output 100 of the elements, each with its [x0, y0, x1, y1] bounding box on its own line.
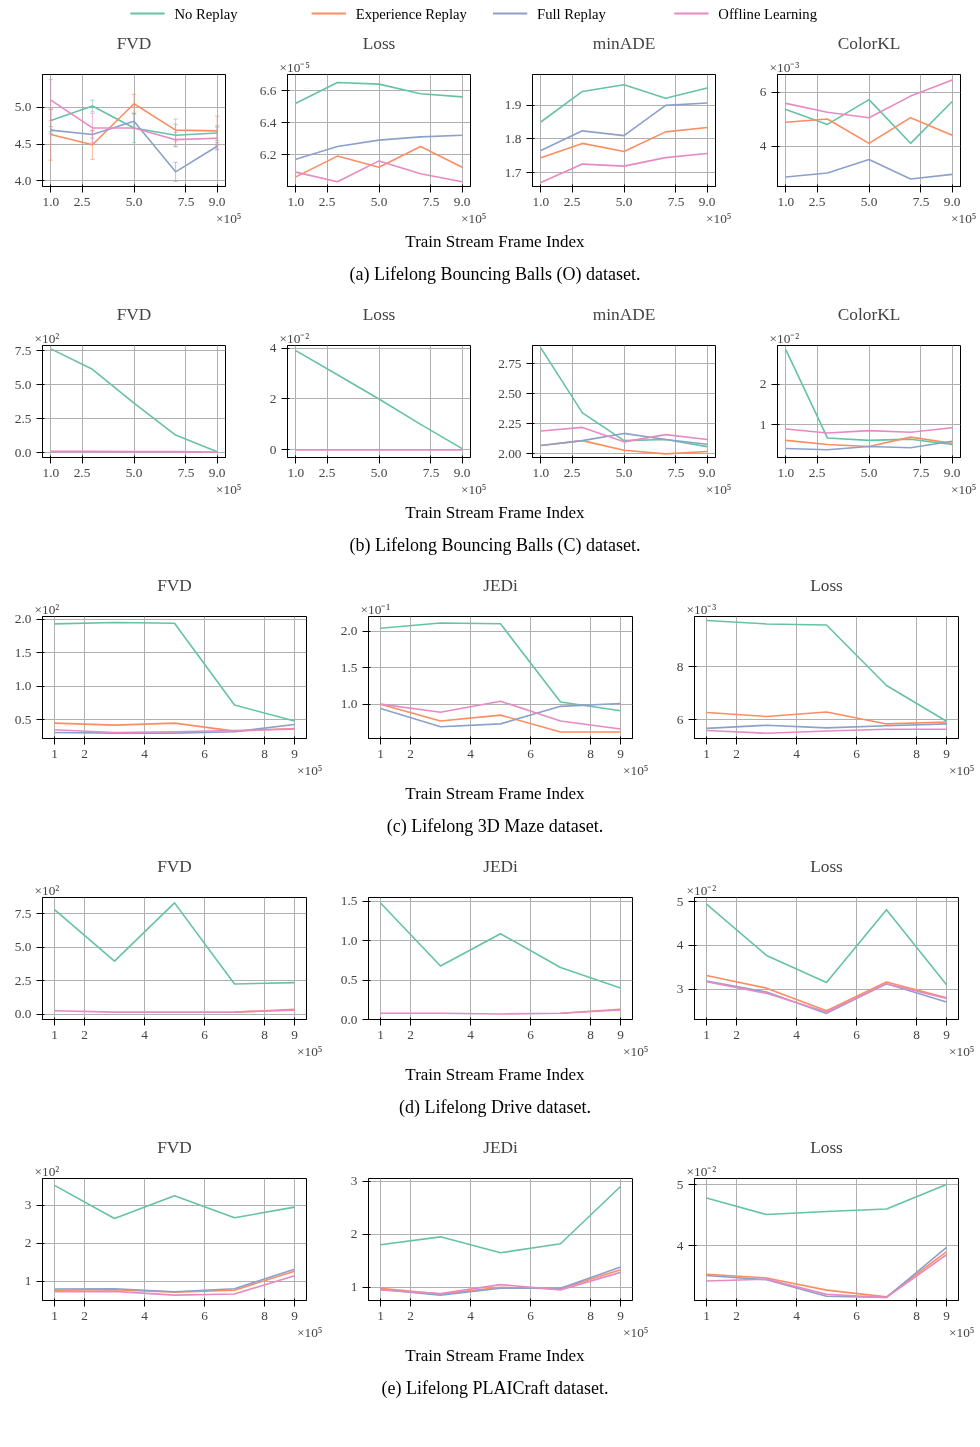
x-tick-label: 6 — [527, 745, 535, 761]
x-tick-label: 1.0 — [287, 193, 305, 209]
x-tick-label: 9 — [943, 1026, 951, 1042]
y-tick-label: 6.2 — [259, 146, 277, 162]
y-tick-label: 4.0 — [14, 172, 32, 188]
x-tick-label: 1.0 — [532, 464, 550, 480]
text: ×10⁵ — [623, 762, 649, 778]
x-tick-label: 1 — [377, 745, 384, 761]
legend-label: Full Replay — [537, 5, 607, 22]
y-axis-title: ×10⁻² — [686, 1163, 717, 1179]
y-tick-label: 1.5 — [340, 893, 358, 909]
y-tick-label: 1.0 — [14, 678, 32, 694]
y-axis-title: ×10² — [34, 1163, 60, 1179]
x-tick-label: 9.0 — [453, 464, 471, 480]
text: (d) Lifelong Drive dataset. — [399, 1096, 591, 1119]
x-tick-label: 8 — [587, 1307, 595, 1323]
x-tick-label: 5.0 — [125, 193, 143, 209]
text: ×10⁵ — [297, 762, 323, 778]
text: ×10⁵ — [951, 210, 977, 226]
chart-title: FVD — [157, 856, 192, 876]
x-axis-title: Train Stream Frame Index — [405, 1345, 585, 1367]
y-tick-label: 6.6 — [259, 82, 277, 98]
text: ×10⁵ — [461, 210, 487, 226]
x-tick-label: 2 — [407, 745, 414, 761]
line-series — [540, 347, 708, 448]
chart-title: FVD — [116, 304, 152, 324]
y-tick-label: 6 — [676, 711, 684, 727]
x-tick-label: 9.0 — [208, 193, 226, 209]
line-series — [379, 622, 622, 712]
line-series — [785, 79, 953, 119]
line-series — [785, 436, 953, 448]
text: ×10⁵ — [706, 481, 732, 497]
x-tick-label: 6 — [853, 1307, 861, 1323]
x-tick-label: 8 — [913, 1026, 921, 1042]
text: (a) Lifelong Bouncing Balls (O) dataset. — [349, 263, 641, 286]
line-series — [785, 348, 953, 446]
x-tick-label: 2.5 — [318, 464, 336, 480]
x-tick-label: 9 — [617, 1307, 625, 1323]
x-tick-label: 9.0 — [453, 193, 471, 209]
x-tick-label: 2.5 — [73, 464, 91, 480]
x-tick-label: 7.5 — [912, 464, 930, 480]
y-tick-label: 1.9 — [504, 97, 522, 113]
line-series — [295, 145, 463, 178]
y-tick-label: 2.0 — [340, 623, 358, 639]
x-tick-label: 1.0 — [287, 464, 305, 480]
y-tick-label: 1 — [759, 416, 767, 432]
x-tick-label: 2 — [407, 1026, 414, 1042]
line-series — [295, 134, 463, 161]
chart-title: minADE — [592, 33, 656, 53]
text: ×10⁵ — [461, 481, 487, 497]
y-tick-label: 2.50 — [498, 385, 522, 401]
text: ×10⁵ — [216, 210, 242, 226]
line-series — [705, 1183, 948, 1216]
line-series — [295, 160, 463, 183]
chart-title: JEDi — [483, 1137, 519, 1157]
y-tick-label: 4 — [676, 937, 684, 953]
x-tick-label: 1 — [377, 1307, 384, 1323]
x-tick-label: 1 — [703, 1026, 710, 1042]
x-tick-label: 2 — [407, 1307, 414, 1323]
x-tick-label: 2 — [81, 1307, 88, 1323]
x-tick-label: 9 — [943, 745, 951, 761]
y-tick-label: 6 — [759, 84, 767, 100]
y-tick-label: 1.5 — [340, 659, 358, 675]
x-tick-label: 7.5 — [912, 193, 930, 209]
y-tick-label: 0.5 — [14, 711, 32, 727]
x-tick-label: 2 — [733, 1026, 740, 1042]
text: (c) Lifelong 3D Maze dataset. — [386, 815, 604, 838]
legend-label: Offline Learning — [718, 5, 818, 22]
y-tick-label: 5.0 — [14, 939, 32, 955]
x-tick-label: 1.0 — [42, 464, 60, 480]
x-tick-label: 9 — [617, 1026, 625, 1042]
line-series — [705, 903, 948, 986]
x-tick-label: 9.0 — [698, 464, 716, 480]
chart-title: FVD — [157, 1137, 192, 1157]
line-series — [785, 440, 953, 451]
y-tick-label: 1.5 — [14, 644, 32, 660]
y-tick-label: 2.5 — [14, 410, 32, 426]
y-tick-label: 0.0 — [340, 1011, 358, 1027]
chart-title: minADE — [592, 304, 656, 324]
line-series — [540, 126, 708, 159]
text: ×10⁵ — [706, 210, 732, 226]
y-tick-label: 0.0 — [14, 444, 32, 460]
line-series — [785, 116, 953, 145]
line-series — [379, 1185, 622, 1254]
x-tick-label: 1.0 — [42, 193, 60, 209]
x-axis-title: Train Stream Frame Index — [405, 502, 585, 524]
text: ×10⁵ — [949, 1324, 975, 1340]
y-tick-label: 4 — [676, 1237, 684, 1253]
y-tick-label: 7.5 — [14, 905, 32, 921]
chart-title: JEDi — [483, 856, 519, 876]
line-series — [705, 974, 948, 1012]
x-tick-label: 1.0 — [777, 193, 795, 209]
x-tick-label: 4 — [141, 745, 149, 761]
x-tick-label: 2.5 — [563, 193, 581, 209]
chart-title: ColorKL — [837, 304, 901, 324]
x-tick-label: 4 — [467, 1307, 475, 1323]
x-tick-label: 6 — [527, 1026, 535, 1042]
chart-title: Loss — [362, 304, 396, 324]
legend-label: No Replay — [174, 5, 239, 22]
x-tick-label: 8 — [913, 1307, 921, 1323]
